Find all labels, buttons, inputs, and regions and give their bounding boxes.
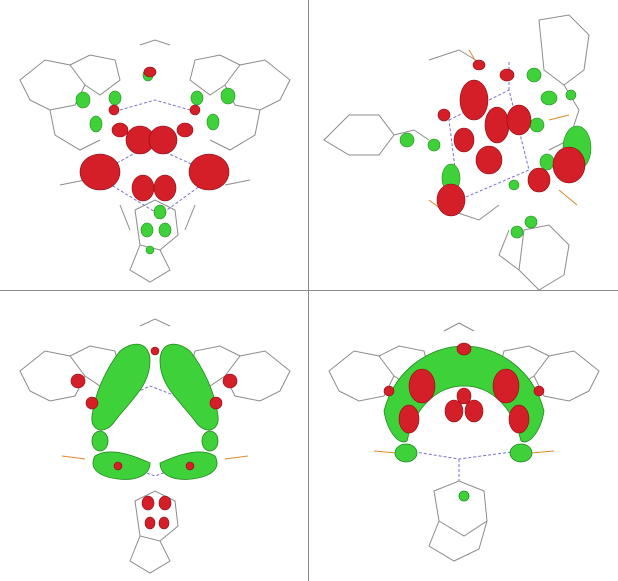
panel-bottom-left [0,291,309,581]
lobes-positive [79,66,230,202]
orbital-render-top-left [19,39,291,283]
lobes-positive [436,59,586,217]
lobes-positive [383,342,545,434]
orbital-render-bottom-left [19,318,291,574]
panel-top-right [309,0,618,290]
ligand-frame-alt [373,450,555,454]
ligand-frame-alt [428,49,578,216]
ligand-frame-alt [61,455,249,460]
lobes-negative [91,343,219,480]
coordination-bonds [94,99,216,216]
ligand-frame [323,14,590,290]
coordination-bonds [408,450,520,481]
orbital-render-top-right [323,14,592,290]
panel-bottom-right [309,291,618,581]
panel-top-left [0,0,309,290]
ligand-frame [19,39,291,283]
ligand-frame [19,318,291,574]
lobes-positive [70,346,238,530]
horizontal-divider [0,290,618,291]
orbital-render-bottom-right [328,322,600,562]
